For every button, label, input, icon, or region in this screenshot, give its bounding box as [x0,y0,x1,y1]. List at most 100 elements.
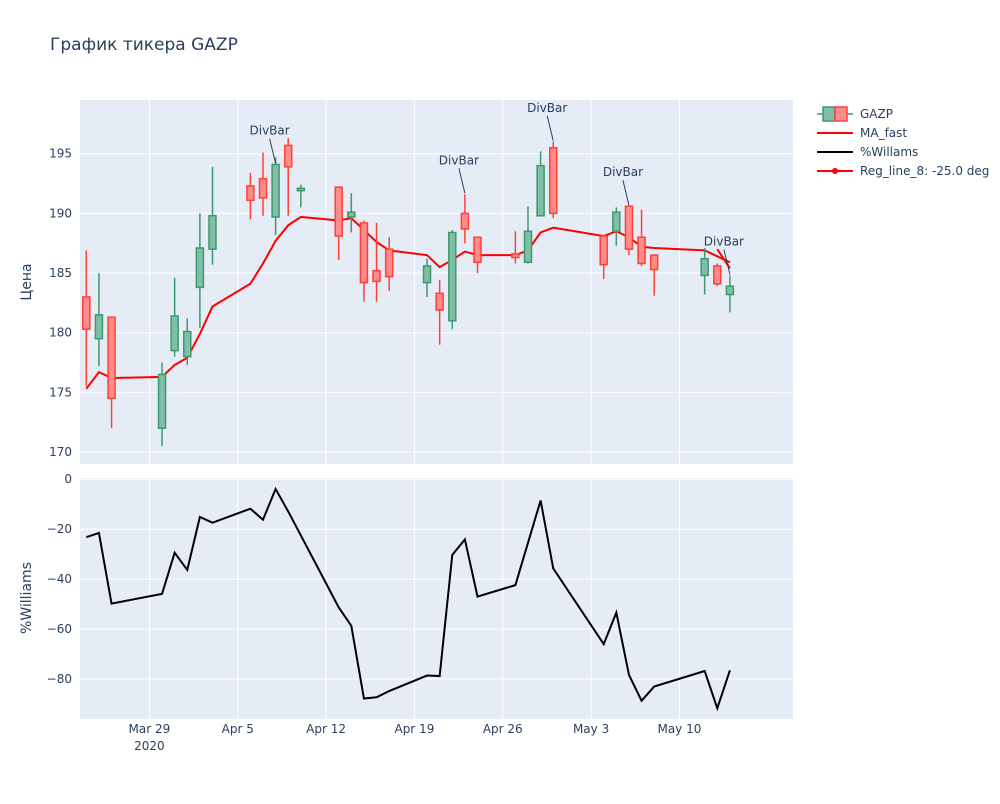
candle [271,157,280,235]
candle [107,316,116,429]
candle-body [473,236,482,264]
price-plot-area [80,100,793,464]
candle-body [700,257,709,277]
williams-line [85,486,731,712]
candle-body [511,253,520,259]
candle [246,172,255,220]
williams-y-ticks: 0 −20 −40 −60 −80 [47,472,72,686]
candle [296,184,306,208]
candle-body [448,231,457,322]
candle [384,237,394,291]
candle-body [460,212,470,230]
candle [713,263,722,287]
candle-body [536,164,545,217]
candle [283,138,293,216]
candle [334,186,343,260]
price-grid [80,100,793,464]
legend-item: MA_fast [817,126,907,140]
price-y-tick-label: 185 [49,266,72,280]
legend-item: %Willams [817,145,918,159]
candle-body [372,269,381,283]
price-y-tick-label: 195 [49,147,72,161]
annotation-arrow [622,180,630,206]
annotation-label: DivBar [603,165,643,179]
candle-body [82,296,91,330]
candle [422,258,432,297]
candle [208,166,217,265]
candle-body [713,265,722,285]
x-tick-year-label: 2020 [134,739,165,753]
legend-candle-up-body [822,106,836,122]
candle-body [523,230,533,264]
price-y-tick-label: 170 [49,445,72,459]
candle-body [548,146,558,215]
legend-candle-down-body [834,106,848,122]
williams-y-axis-title: %Williams [19,562,35,634]
divbar-annotation: DivBar [704,234,744,275]
x-tick-label: Apr 5 [222,722,254,736]
annotation-arrow [269,138,277,164]
candle [511,231,520,264]
annotation-label: DivBar [439,153,479,167]
candle-body [107,316,116,400]
candle-body [359,222,369,284]
legend: GAZP MA_fast %Willams Reg_line_8: -25.0 deg [817,106,989,178]
x-tick-label: May 10 [657,722,701,736]
chart-title: График тикера GAZP [50,35,238,55]
candle [82,250,91,387]
candle [548,141,558,219]
legend-item: GAZP [817,106,893,122]
williams-y-tick-label: −60 [47,622,72,636]
candle [473,236,482,274]
candle [700,247,709,295]
x-tick-label: Mar 29 [129,722,171,736]
divbar-annotation: DivBar [527,101,567,141]
candle-body [637,236,646,265]
candle-body [271,163,280,218]
williams-y-tick-label: −20 [47,522,72,536]
candle [460,194,470,244]
candle [624,205,634,256]
divbar-annotation: DivBar [439,153,479,194]
williams-grid [80,478,793,719]
price-y-tick-label: 180 [49,326,72,340]
candle-body [334,186,343,237]
annotation-label: DivBar [250,123,290,137]
candle [347,193,356,233]
candle-body [183,330,192,358]
candle-body [649,254,659,271]
legend-label: MA_fast [860,126,907,140]
annotation-arrow [458,168,466,194]
candle [637,209,646,266]
candle-body [612,211,621,233]
candle [183,318,192,365]
candle-body [725,285,735,296]
candle-body [599,235,608,266]
candle [536,151,545,217]
candle [725,275,735,313]
divbar-annotation: DivBar [250,123,290,164]
candle-body [283,144,293,168]
legend-item: Reg_line_8: -25.0 deg [817,164,989,178]
candle [599,234,608,280]
candles [82,138,735,447]
legend-marker [832,168,838,174]
candle-body [195,247,205,289]
candle-body [94,314,104,340]
candle [195,213,205,328]
legend-label: GAZP [860,107,893,121]
price-y-tick-label: 175 [49,385,72,399]
x-ticks: Mar 29 2020 Apr 5 Apr 12 Apr 19 Apr 26 May 3 Ma… [129,722,702,753]
legend-label: %Willams [860,145,918,159]
candle [649,253,659,296]
candle-body [422,265,432,284]
legend-label: Reg_line_8: -25.0 deg [860,164,989,178]
annotation-label: DivBar [704,234,744,248]
candle [157,362,167,447]
x-tick-label: Apr 19 [394,722,434,736]
candle-body [384,248,394,278]
price-y-ticks: 170 175 180 185 190 195 [49,147,72,459]
candle [359,220,369,302]
